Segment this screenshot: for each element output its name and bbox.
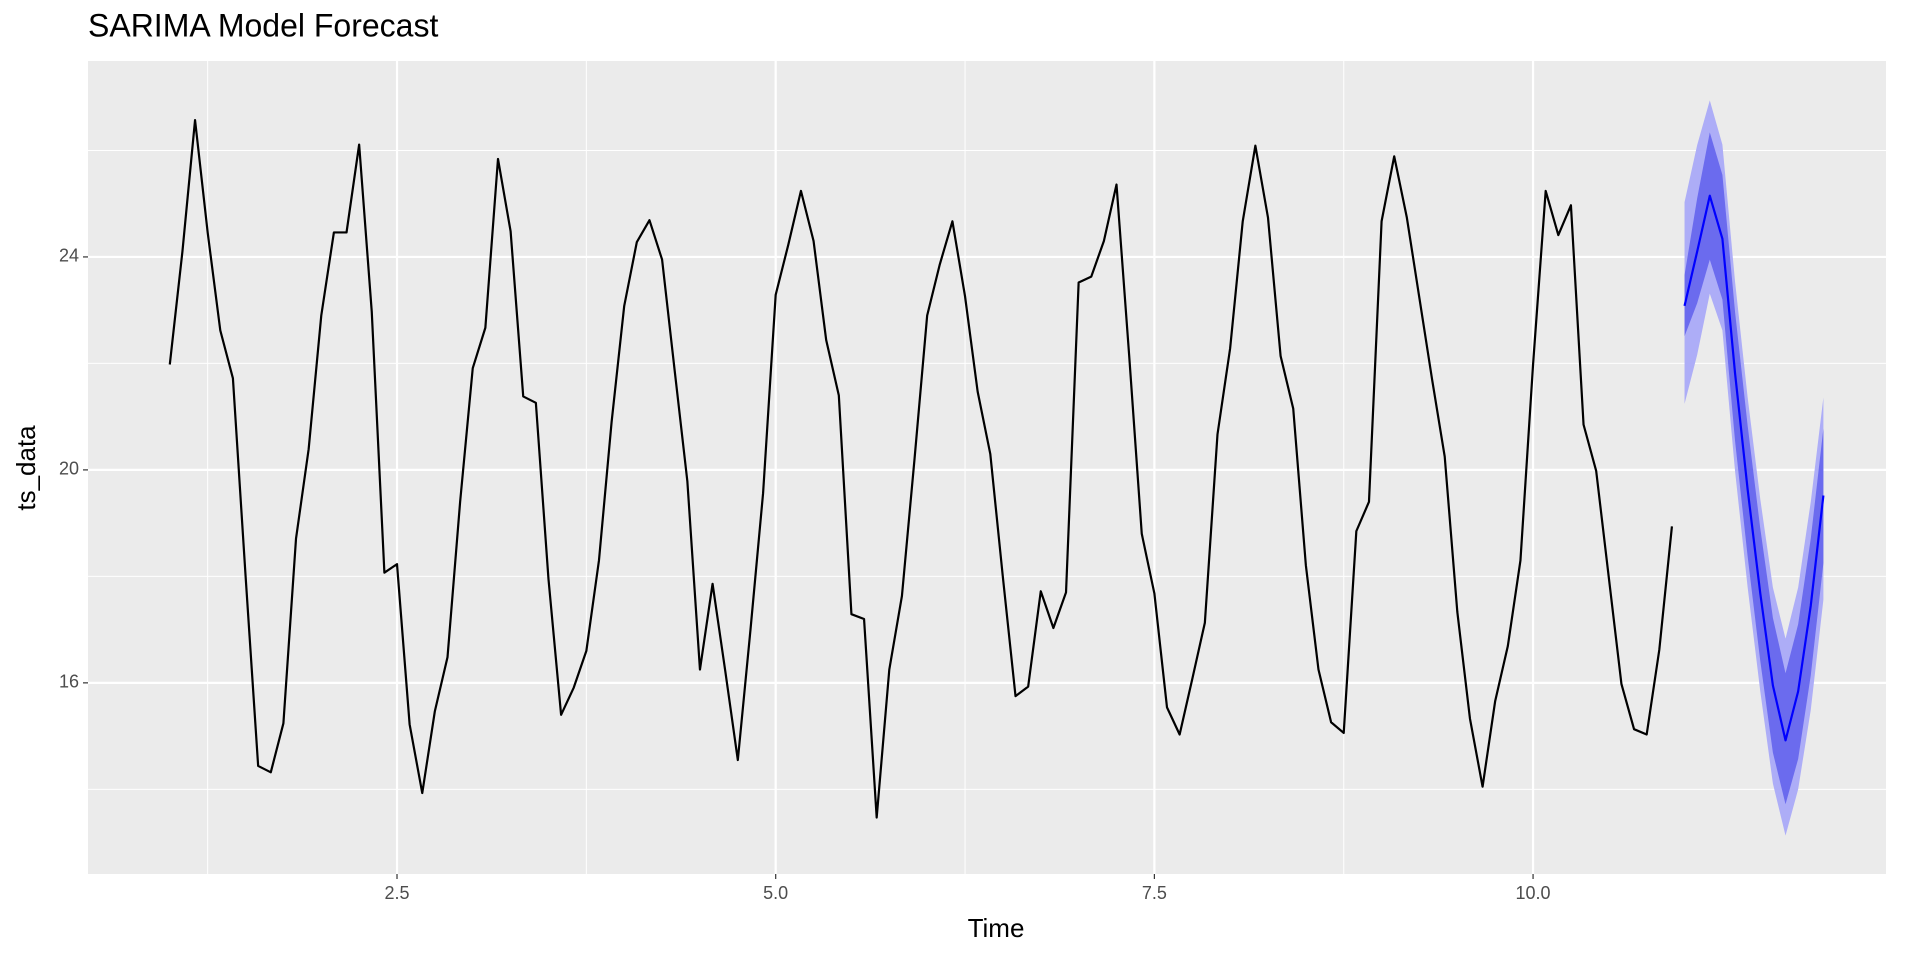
plot-background <box>88 61 1886 874</box>
prediction-interval <box>1684 132 1824 805</box>
x-tick-label: 5.0 <box>763 883 788 903</box>
x-axis-label: Time <box>968 913 1025 943</box>
x-tick-label: 10.0 <box>1516 883 1551 903</box>
y-tick-label: 24 <box>59 246 79 266</box>
series-line <box>168 118 1674 819</box>
x-tick-label: 2.5 <box>384 883 409 903</box>
x-tick-label: 7.5 <box>1142 883 1167 903</box>
chart-title: SARIMA Model Forecast <box>88 7 438 43</box>
y-tick-label: 20 <box>59 459 79 479</box>
y-tick-label: 16 <box>59 672 79 692</box>
y-axis-label: ts_data <box>11 425 41 511</box>
series-line <box>1683 194 1825 742</box>
